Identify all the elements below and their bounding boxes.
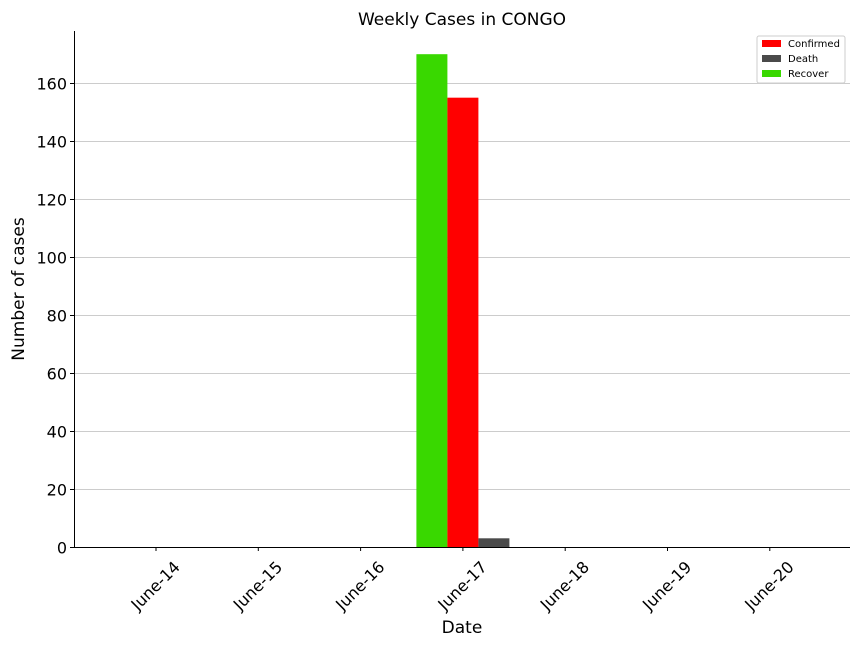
bar-recover-june-17	[416, 54, 448, 547]
x-tick-label-6: June-20	[740, 557, 797, 614]
legend-label-recover: Recover	[788, 69, 829, 80]
bars	[416, 54, 510, 547]
bar-confirmed-june-17	[447, 97, 479, 547]
x-tick-label-4: June-18	[536, 557, 593, 614]
x-tick-label-0: June-14	[127, 557, 184, 614]
x-axis-ticks: June-14 June-15 June-16 June-17 June-18 June-…	[127, 547, 798, 615]
legend-swatch-death	[762, 55, 781, 62]
y-tick-label-4: 80	[47, 307, 67, 326]
y-tick-label-0: 0	[57, 539, 67, 558]
y-axis-ticks: 0 20 40 60 80 100 120 140 160	[36, 75, 74, 558]
legend-swatch-confirmed	[762, 40, 781, 47]
y-tick-label-5: 100	[36, 249, 67, 268]
x-tick-label-1: June-15	[229, 557, 286, 614]
x-tick-label-5: June-19	[638, 557, 695, 614]
y-tick-label-2: 40	[47, 423, 67, 442]
legend: Confirmed Death Recover	[756, 35, 846, 84]
y-tick-label-8: 160	[36, 75, 67, 94]
x-tick-label-3: June-17	[433, 557, 490, 614]
x-tick-label-2: June-16	[331, 557, 388, 614]
legend-label-confirmed: Confirmed	[788, 39, 840, 50]
legend-label-death: Death	[788, 54, 818, 65]
chart-title: Weekly Cases in CONGO	[358, 10, 566, 30]
y-tick-label-1: 20	[47, 481, 67, 500]
y-tick-label-6: 120	[36, 191, 67, 210]
x-axis-label: Date	[442, 618, 483, 638]
legend-swatch-recover	[762, 70, 781, 77]
y-tick-label-7: 140	[36, 133, 67, 152]
y-axis-label: Number of cases	[9, 217, 29, 361]
y-tick-label-3: 60	[47, 365, 67, 384]
bar-death-june-17	[478, 538, 510, 547]
